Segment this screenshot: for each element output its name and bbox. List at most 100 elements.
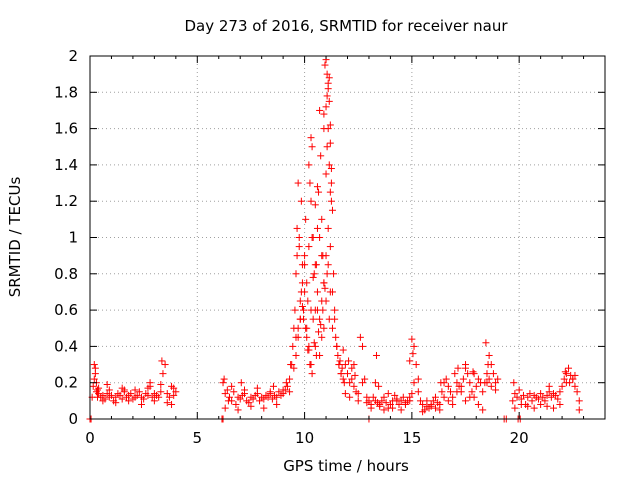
data-point bbox=[224, 397, 232, 405]
x-axis-label: GPS time / hours bbox=[283, 457, 409, 475]
y-tick-label: 0.4 bbox=[54, 337, 78, 355]
data-point bbox=[356, 333, 364, 341]
data-point bbox=[444, 397, 452, 405]
data-point bbox=[517, 400, 525, 408]
data-point bbox=[135, 388, 143, 396]
data-point bbox=[247, 402, 255, 410]
data-point bbox=[293, 224, 301, 232]
data-point bbox=[575, 397, 583, 405]
data-point bbox=[524, 393, 532, 401]
data-point bbox=[103, 390, 111, 398]
y-tick-label: 1.8 bbox=[54, 83, 78, 101]
data-point bbox=[354, 397, 362, 405]
data-point bbox=[431, 393, 439, 401]
data-point bbox=[118, 395, 126, 403]
data-point bbox=[335, 361, 343, 369]
data-point bbox=[323, 92, 331, 100]
data-point bbox=[348, 364, 356, 372]
data-point bbox=[301, 288, 309, 296]
data-point bbox=[325, 161, 333, 169]
data-point bbox=[221, 404, 229, 412]
data-point bbox=[541, 397, 549, 405]
data-point bbox=[509, 397, 517, 405]
data-point bbox=[556, 400, 564, 408]
data-point bbox=[410, 379, 418, 387]
data-point bbox=[324, 125, 332, 133]
data-point bbox=[95, 384, 103, 392]
data-point bbox=[170, 384, 178, 392]
data-point bbox=[534, 395, 542, 403]
data-point bbox=[292, 351, 300, 359]
data-point bbox=[515, 386, 523, 394]
data-point bbox=[161, 361, 169, 369]
data-point bbox=[472, 382, 480, 390]
data-point bbox=[482, 339, 490, 347]
data-point bbox=[279, 386, 287, 394]
data-point bbox=[322, 103, 330, 111]
data-point bbox=[138, 400, 145, 408]
data-point bbox=[466, 393, 474, 401]
data-point bbox=[438, 388, 446, 396]
data-point bbox=[449, 393, 457, 401]
data-point bbox=[241, 386, 248, 394]
data-point bbox=[317, 321, 325, 329]
data-point bbox=[322, 297, 330, 305]
data-point bbox=[157, 381, 165, 389]
data-point bbox=[302, 215, 310, 223]
data-point bbox=[464, 370, 472, 378]
data-point bbox=[105, 386, 113, 394]
data-point bbox=[302, 324, 310, 332]
data-point bbox=[359, 379, 367, 387]
data-point bbox=[451, 370, 459, 378]
data-point bbox=[245, 399, 253, 407]
data-point bbox=[225, 393, 233, 401]
data-point bbox=[459, 375, 467, 383]
data-point bbox=[510, 379, 518, 387]
data-point bbox=[474, 375, 482, 383]
data-point bbox=[311, 201, 319, 209]
data-point bbox=[408, 390, 416, 398]
data-point bbox=[492, 386, 500, 394]
data-point bbox=[234, 406, 242, 414]
data-point bbox=[328, 324, 336, 332]
data-point bbox=[307, 197, 315, 205]
data-point bbox=[301, 261, 309, 269]
data-point bbox=[107, 391, 115, 399]
data-point bbox=[328, 206, 336, 214]
data-point bbox=[326, 121, 334, 129]
data-point bbox=[341, 390, 349, 398]
data-point bbox=[457, 382, 465, 390]
x-tick-label: 5 bbox=[193, 429, 203, 447]
data-point bbox=[266, 388, 274, 396]
data-point bbox=[386, 400, 394, 408]
data-point bbox=[260, 395, 268, 403]
data-point bbox=[345, 357, 353, 365]
data-point bbox=[393, 397, 401, 405]
data-point bbox=[99, 397, 107, 405]
x-tick-label: 10 bbox=[295, 429, 314, 447]
data-point bbox=[323, 143, 331, 151]
data-point bbox=[547, 393, 555, 401]
y-tick-label: 0 bbox=[68, 410, 78, 428]
data-point bbox=[573, 388, 581, 396]
data-point bbox=[376, 400, 384, 408]
data-point bbox=[305, 161, 313, 169]
data-point bbox=[470, 370, 478, 378]
data-point bbox=[325, 97, 333, 105]
data-point bbox=[319, 306, 327, 314]
data-point bbox=[307, 134, 315, 142]
data-point bbox=[249, 395, 257, 403]
data-point bbox=[304, 297, 312, 305]
data-point bbox=[406, 397, 414, 405]
data-point bbox=[305, 243, 313, 251]
data-point bbox=[220, 375, 228, 383]
data-point bbox=[223, 386, 231, 394]
data-point bbox=[423, 397, 431, 405]
data-point bbox=[309, 273, 317, 281]
data-point bbox=[339, 375, 347, 383]
data-point bbox=[419, 408, 427, 416]
data-point bbox=[511, 404, 519, 412]
data-point bbox=[311, 342, 319, 350]
data-point bbox=[318, 252, 326, 260]
data-point bbox=[219, 379, 227, 387]
